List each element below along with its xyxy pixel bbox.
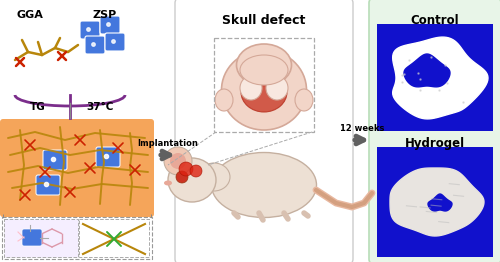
Circle shape	[190, 165, 202, 177]
Ellipse shape	[215, 89, 233, 111]
Text: Implantation: Implantation	[138, 139, 198, 148]
Ellipse shape	[164, 181, 172, 185]
Ellipse shape	[168, 158, 216, 202]
FancyBboxPatch shape	[43, 150, 67, 170]
Circle shape	[164, 147, 192, 175]
FancyBboxPatch shape	[105, 33, 125, 51]
Polygon shape	[428, 194, 452, 211]
Polygon shape	[390, 168, 484, 236]
Circle shape	[170, 153, 186, 169]
Ellipse shape	[212, 152, 316, 217]
Text: Skull defect: Skull defect	[222, 14, 306, 27]
Polygon shape	[392, 37, 488, 119]
Text: ZSP: ZSP	[93, 10, 117, 20]
FancyBboxPatch shape	[377, 24, 493, 131]
FancyBboxPatch shape	[96, 147, 120, 167]
FancyBboxPatch shape	[2, 217, 152, 259]
Text: 12 weeks: 12 weeks	[340, 124, 384, 133]
Text: 37°C: 37°C	[86, 102, 114, 112]
FancyBboxPatch shape	[369, 0, 500, 262]
Text: Control: Control	[410, 14, 460, 27]
FancyBboxPatch shape	[377, 147, 493, 257]
Circle shape	[179, 162, 193, 176]
Text: GGA: GGA	[16, 10, 44, 20]
FancyBboxPatch shape	[22, 229, 42, 246]
Circle shape	[176, 171, 188, 183]
FancyBboxPatch shape	[175, 0, 353, 262]
Ellipse shape	[241, 72, 287, 112]
Ellipse shape	[240, 55, 288, 85]
Ellipse shape	[236, 44, 292, 86]
FancyBboxPatch shape	[85, 36, 105, 54]
FancyBboxPatch shape	[0, 119, 154, 217]
FancyBboxPatch shape	[79, 219, 149, 257]
Ellipse shape	[240, 76, 262, 100]
Polygon shape	[404, 54, 450, 87]
Ellipse shape	[222, 50, 306, 130]
Ellipse shape	[266, 76, 288, 100]
Ellipse shape	[198, 163, 230, 191]
FancyBboxPatch shape	[100, 16, 120, 34]
FancyBboxPatch shape	[80, 21, 100, 39]
FancyBboxPatch shape	[36, 175, 60, 195]
Ellipse shape	[295, 89, 313, 111]
Text: TG: TG	[30, 102, 46, 112]
FancyBboxPatch shape	[4, 219, 78, 257]
Text: Hydrogel: Hydrogel	[405, 137, 465, 150]
